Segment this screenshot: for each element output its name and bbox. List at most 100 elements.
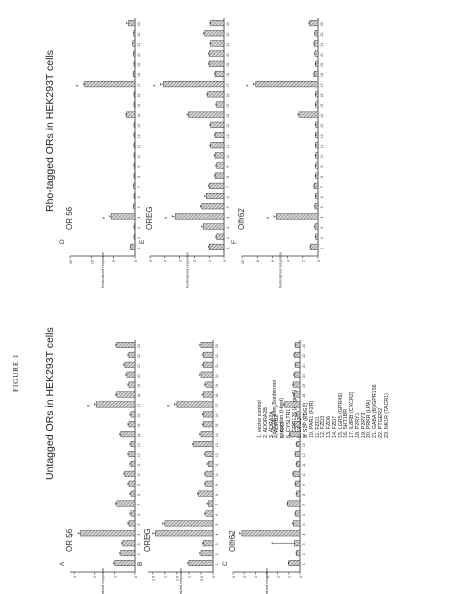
panel-F-bar-14 [298, 111, 319, 118]
panel-C-category-label: 1 [302, 563, 306, 565]
panel-B-bar-20 [200, 371, 214, 378]
panel-A-title: OR 56 [65, 528, 74, 552]
panel-F-category-label: 2 [320, 237, 324, 239]
panel-C-category-label: 23 [302, 344, 306, 348]
panel-D-bar-22 [133, 30, 136, 37]
panel-B-tick-label: 1.5 [176, 576, 180, 581]
panel-C-category-label: 5 [302, 524, 306, 526]
panel-A-bar-12 [128, 451, 136, 457]
panel-D-category-label: 18 [137, 73, 141, 77]
panel-A-category-label: 4 [137, 533, 141, 535]
panel-B-bar-11 [207, 460, 214, 467]
panel-C-bar-18 [294, 391, 301, 398]
panel-B-category-label: 14 [215, 433, 219, 437]
panel-F-bar-1 [310, 243, 319, 250]
panel-F-ylabel: Normalized response [279, 252, 283, 288]
panel-F-significance-star: * [246, 84, 252, 87]
panel-E-category-label: 5 [226, 206, 230, 208]
panel-C-bar-20 [294, 371, 301, 378]
panel-B-bar-2 [200, 550, 214, 557]
panel-B-bar-15 [203, 421, 214, 428]
panel-E-tick-label: 1 [208, 260, 212, 262]
panel-C-bar-21 [295, 361, 301, 368]
panel-A-category-label: 16 [137, 414, 141, 418]
panel-F-category-label: 5 [320, 206, 324, 208]
panel-E-category-label: 20 [226, 53, 230, 57]
panel-B-category-label: 17 [215, 404, 219, 408]
panel-C-bar-6 [295, 510, 301, 517]
panel-B-tick-label: 2.5 [152, 576, 156, 581]
panel-C-bar-23 [295, 342, 301, 348]
panel-F-category-label: 16 [320, 94, 324, 98]
panel-F-category-label: 20 [320, 53, 324, 57]
panel-E-category-label: 19 [226, 63, 230, 67]
panel-A-bar-16 [130, 411, 136, 418]
panel-F-bar-5 [314, 203, 319, 210]
panel-F-category-label: 23 [320, 22, 324, 26]
panel-A-tick-label: 0 [134, 576, 138, 578]
panel-F-category-label: 4 [320, 217, 324, 219]
panel-C-tick-label: 2 [276, 576, 280, 578]
panel-C-bar-14 [289, 431, 301, 438]
panel-D-bar-15 [133, 101, 136, 108]
panel-F-bar-8 [315, 172, 319, 179]
panel-C-category-label: 15 [302, 423, 306, 427]
panel-F-bar-20 [314, 50, 319, 57]
panel-C-category-label: 20 [302, 374, 306, 378]
panel-F-bar-4 [275, 213, 319, 220]
panel-A-bar-20 [126, 371, 136, 378]
panel-B-tick-label: 0 [212, 576, 216, 578]
panel-A-category-label: 15 [137, 423, 141, 427]
panel-E-category-label: 9 [226, 166, 230, 168]
panel-B-bar-5 [164, 520, 214, 527]
panel-C-category-label: 7 [302, 504, 306, 506]
panel-E-category-label: 18 [226, 73, 230, 77]
panel-B-category-label: 21 [215, 364, 219, 368]
panel-F-bar-13 [315, 121, 319, 128]
panel-E-bar-3 [203, 223, 225, 230]
panel-D-bar-20 [133, 50, 136, 57]
panel-C-bar-17 [284, 401, 301, 408]
panel-B-bar-18 [203, 391, 214, 398]
panel-A-bar-17 [96, 401, 136, 408]
panel-C-category-label: 9 [302, 484, 306, 486]
panel-D-bar-1 [130, 243, 136, 250]
panel-F-category-label: 14 [320, 114, 324, 118]
panel-C-bar-22 [294, 351, 301, 358]
panel-A-bar-10 [124, 470, 136, 477]
panel-A-category-label: 17 [137, 404, 141, 408]
panel-C-bar-1 [288, 560, 301, 566]
panel-F-category-label: 21 [320, 43, 324, 47]
panel-C-bar-15 [294, 421, 301, 428]
panel-C-tick-label: 3 [265, 576, 269, 578]
panel-C-title: Olfr62 [228, 530, 237, 552]
panel-A-bar-23 [116, 342, 136, 348]
panel-D-bar-7 [133, 182, 136, 189]
panel-D-category-label: 5 [137, 206, 141, 208]
panel-D-bar-19 [133, 60, 136, 67]
panel-F-category-label: 12 [320, 134, 324, 138]
panel-D-bar-14 [126, 111, 136, 118]
panel-B-ylabel: Normalized response [179, 568, 183, 594]
panel-F-category-label: 9 [320, 166, 324, 168]
panel-D-category-label: 16 [137, 94, 141, 98]
panel-E-bar-14 [188, 111, 225, 118]
panel-C-tick-label: 5 [243, 576, 247, 578]
panel-D-category-label: 21 [137, 43, 141, 47]
panel-D-bar-8 [133, 172, 136, 179]
panel-C-category-label: 14 [302, 433, 306, 437]
panel-F-category-label: 6 [320, 196, 324, 198]
panel-E-title: OREG [145, 206, 154, 230]
panel-E-bar-13 [210, 121, 225, 128]
panel-E-bar-6 [206, 193, 225, 200]
panel-A-category-label: 13 [137, 443, 141, 447]
panel-F-bar-19 [315, 60, 319, 67]
panel-E-significance-star: * [165, 216, 171, 219]
panel-C-category-label: 8 [302, 494, 306, 496]
panel-D-bar-12 [133, 131, 136, 139]
panel-B-tick-label: 2 [164, 576, 168, 578]
panel-E-bar-15 [216, 101, 225, 108]
panel-D-ylabel: Normalized response [101, 252, 105, 288]
panel-D-bar-6 [133, 193, 136, 200]
panel-D-bar-10 [133, 152, 136, 159]
